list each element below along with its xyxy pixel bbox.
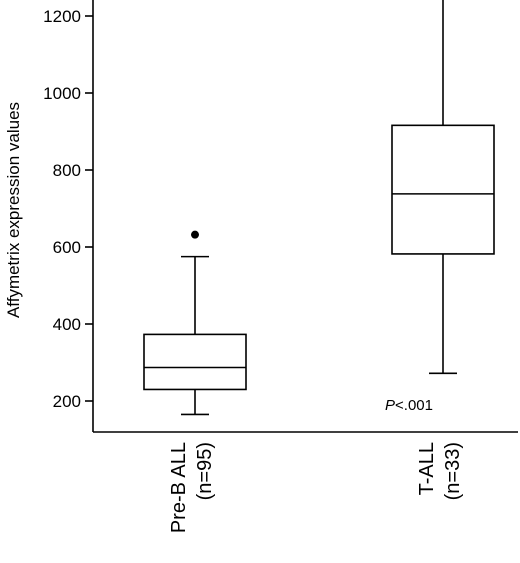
box-pre-b-all [143, 230, 247, 416]
p-value-annotation: P<.001 [385, 397, 433, 414]
category-label-pre-b-all: Pre-B ALL [168, 442, 190, 533]
interquartile-box [143, 333, 247, 391]
y-tick-label: 600 [53, 238, 81, 257]
p-value-threshold: <.001 [395, 397, 433, 414]
y-axis-title: Affymetrix expression values [4, 102, 23, 318]
category-label-t-all: T-ALL [416, 442, 438, 495]
category-labels: Pre-B ALL (n=95) T-ALL (n=33) [168, 442, 464, 533]
category-count-pre-b-all: (n=95) [194, 442, 216, 500]
y-tick-label: 1200 [43, 7, 81, 26]
y-tick-label: 400 [53, 315, 81, 334]
y-tick-label: 800 [53, 161, 81, 180]
y-tick-label: 200 [53, 392, 81, 411]
category-count-t-all: (n=33) [442, 442, 464, 500]
box-group [143, 0, 495, 416]
y-tick-label: 1000 [43, 84, 81, 103]
p-value-symbol: P [385, 397, 395, 414]
outlier-point [191, 230, 199, 239]
interquartile-box [391, 124, 495, 255]
box-t-all [391, 0, 495, 375]
y-axis-ticks: 200 400 600 800 1000 1200 [43, 7, 93, 411]
